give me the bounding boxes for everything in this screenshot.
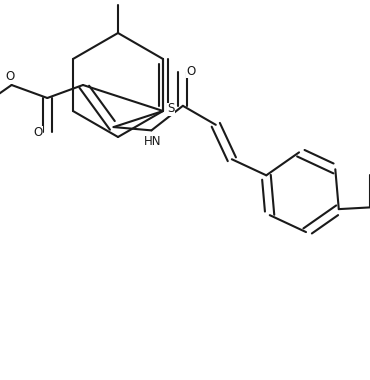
Text: O: O bbox=[34, 126, 43, 139]
Text: S: S bbox=[167, 103, 175, 116]
Text: HN: HN bbox=[144, 135, 161, 148]
Text: O: O bbox=[5, 70, 14, 82]
Text: O: O bbox=[186, 65, 195, 78]
